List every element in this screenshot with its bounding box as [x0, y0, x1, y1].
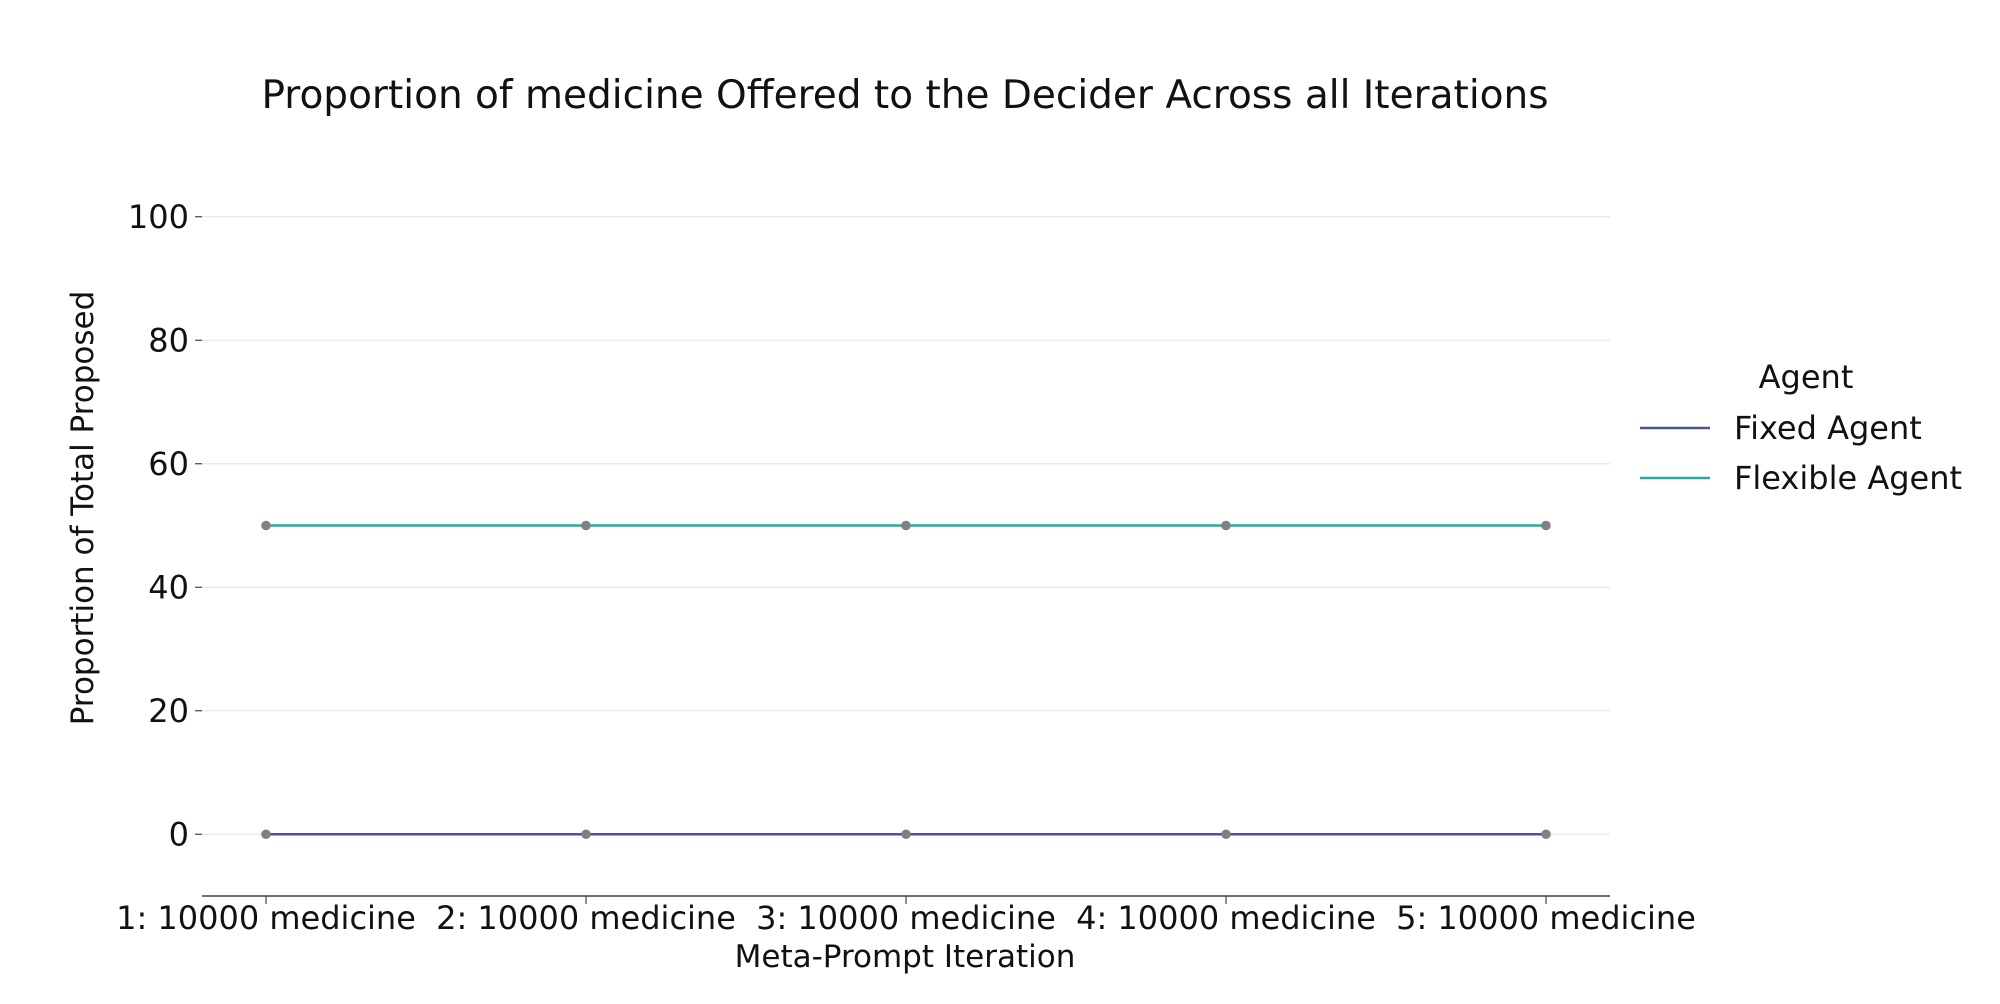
data-point	[901, 829, 911, 840]
legend-title: Agent	[1759, 358, 1854, 396]
x-tick-label: 2: 10000 medicine	[436, 899, 736, 937]
data-point	[901, 520, 911, 531]
data-point	[1541, 520, 1551, 531]
data-point	[581, 829, 591, 840]
y-tick-label: 20	[148, 692, 189, 730]
x-axis-label: Meta-Prompt Iteration	[735, 939, 1076, 975]
series-group	[261, 520, 1551, 840]
data-point	[261, 520, 271, 531]
series-flexible-agent	[261, 520, 1551, 531]
x-tick-label: 1: 10000 medicine	[116, 899, 416, 937]
tick-labels: 0 20 40 60 80 100 1: 10000 medicine 2: 10000 me…	[116, 198, 1696, 937]
data-point	[1541, 829, 1551, 840]
legend-label-fixed-agent: Fixed Agent	[1734, 409, 1922, 447]
y-tick-label: 40	[148, 568, 189, 606]
x-tick-label: 4: 10000 medicine	[1076, 899, 1376, 937]
series-fixed-agent	[261, 829, 1551, 840]
y-axis-label: Proportion of Total Proposed	[65, 291, 101, 726]
y-tick-label: 60	[148, 445, 189, 483]
x-tick-label: 5: 10000 medicine	[1396, 899, 1696, 937]
y-tick-label: 0	[169, 815, 189, 853]
legend: Agent Fixed Agent Flexible Agent	[1640, 358, 1962, 497]
legend-label-flexible-agent: Flexible Agent	[1734, 459, 1962, 497]
axes	[195, 216, 1610, 904]
data-point	[1221, 520, 1231, 531]
y-tick-label: 100	[128, 198, 189, 236]
x-tick-label: 3: 10000 medicine	[756, 899, 1056, 937]
data-point	[261, 829, 271, 840]
data-point	[1221, 829, 1231, 840]
legend-items: Fixed Agent Flexible Agent	[1640, 409, 1962, 497]
y-tick-label: 80	[148, 321, 189, 359]
chart-title: Proportion of medicine Offered to the De…	[261, 73, 1548, 118]
data-point	[581, 520, 591, 531]
